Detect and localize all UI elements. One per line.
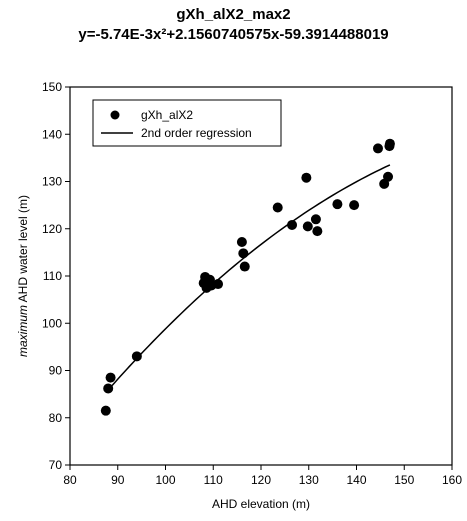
y-tick-label: 70 — [49, 458, 63, 472]
data-point — [131, 351, 142, 362]
y-axis-title-rest: AHD water level (m) — [16, 195, 30, 305]
data-point — [384, 138, 395, 149]
y-tick-label: 120 — [42, 222, 62, 236]
x-tick-label: 80 — [63, 473, 77, 487]
x-tick-label: 100 — [155, 473, 175, 487]
y-axis-title: maximum AHD water level (m) — [16, 195, 30, 357]
legend-marker-points — [110, 110, 120, 120]
data-point — [272, 202, 283, 213]
chart-title: gXh_alX2_max2 — [176, 6, 291, 23]
data-points — [100, 138, 395, 416]
data-point — [236, 236, 247, 247]
data-point — [383, 171, 394, 182]
legend-label-points: gXh_alX2 — [141, 108, 193, 122]
data-point — [302, 221, 313, 232]
data-point — [301, 172, 312, 183]
x-tick-label: 110 — [204, 473, 223, 487]
regression-line — [105, 164, 391, 394]
data-point — [312, 226, 323, 237]
data-point — [372, 143, 383, 154]
data-point — [103, 383, 114, 394]
y-tick-label: 80 — [49, 411, 63, 425]
data-point — [105, 372, 116, 383]
x-tick-label: 140 — [346, 473, 366, 487]
data-point — [100, 405, 111, 416]
data-point — [213, 279, 224, 290]
data-point — [238, 248, 249, 259]
y-axis-title-italic: maximum — [16, 305, 30, 357]
legend-box — [92, 99, 282, 147]
y-tick-label: 90 — [49, 364, 63, 378]
data-point — [310, 214, 321, 225]
data-point — [332, 199, 343, 210]
data-point — [239, 261, 250, 272]
x-axis-title: AHD elevation (m) — [212, 497, 310, 511]
legend-label-line: 2nd order regression — [141, 126, 252, 140]
x-tick-label: 120 — [251, 473, 271, 487]
x-tick-label: 90 — [111, 473, 125, 487]
x-axis: 80 90 100 110 120 130 140 150 160 — [63, 465, 462, 487]
legend: gXh_alX2 2nd order regression — [92, 99, 282, 147]
y-tick-label: 130 — [42, 175, 62, 189]
data-point — [287, 219, 298, 230]
y-tick-label: 110 — [43, 269, 62, 283]
x-tick-label: 150 — [394, 473, 414, 487]
x-tick-label: 130 — [299, 473, 319, 487]
y-tick-label: 140 — [42, 127, 62, 141]
chart-subtitle: y=-5.74E-3x²+2.1560740575x-59.3914488019 — [78, 26, 389, 43]
y-tick-label: 100 — [42, 316, 62, 330]
data-point — [349, 200, 360, 211]
y-axis: 70 80 90 100 110 120 130 140 150 — [42, 80, 70, 472]
y-tick-label: 150 — [42, 80, 62, 94]
x-tick-label: 160 — [442, 473, 462, 487]
